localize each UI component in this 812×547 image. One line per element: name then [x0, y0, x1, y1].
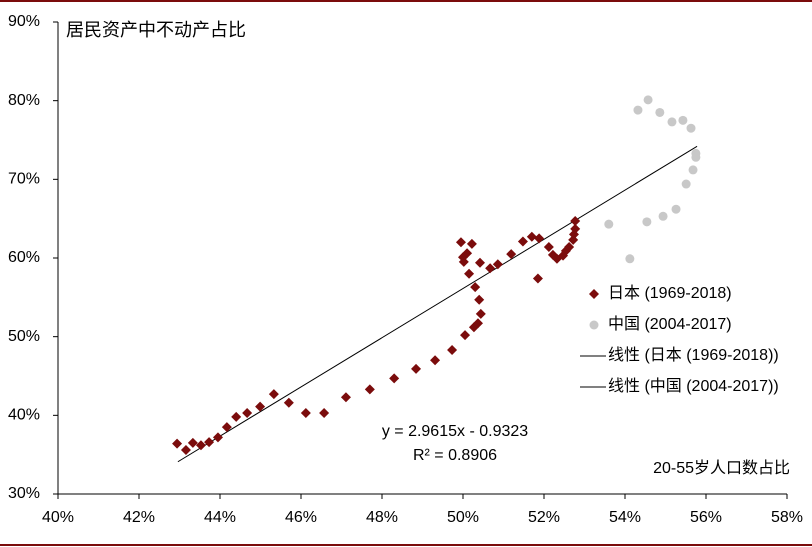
- point: [470, 282, 481, 293]
- equation: y = 2.9615x - 0.9323: [382, 423, 528, 440]
- point: [691, 148, 701, 158]
- point: [340, 392, 351, 403]
- x-tick-label: 46%: [285, 509, 317, 526]
- point: [642, 217, 652, 227]
- point: [231, 411, 242, 422]
- point: [643, 95, 653, 105]
- point: [492, 259, 503, 270]
- point: [195, 440, 206, 451]
- y-tick-label: 30%: [8, 485, 40, 502]
- y-tick-label: 40%: [8, 407, 40, 424]
- point: [172, 438, 183, 449]
- point: [655, 107, 665, 117]
- point: [458, 252, 468, 263]
- point: [570, 223, 581, 234]
- point: [187, 437, 198, 448]
- r-squared: R² = 0.8906: [413, 447, 497, 464]
- trendline: [177, 145, 698, 463]
- legend-marker: [589, 320, 599, 330]
- point: [688, 165, 698, 175]
- y-tick-label: 60%: [8, 249, 40, 266]
- legend-label: 日本 (1969-2018): [608, 284, 732, 302]
- point: [534, 233, 545, 244]
- point: [255, 401, 266, 412]
- x-tick-label: 50%: [447, 509, 479, 526]
- y-tick-label: 70%: [8, 171, 40, 188]
- point: [411, 363, 422, 374]
- point: [300, 407, 311, 418]
- point: [268, 389, 279, 400]
- x-tick-label: 40%: [42, 509, 74, 526]
- point: [447, 345, 458, 356]
- x-tick-label: 48%: [366, 509, 398, 526]
- x-tick-label: 54%: [609, 509, 641, 526]
- point: [204, 437, 215, 448]
- point: [681, 179, 691, 189]
- point: [506, 249, 517, 260]
- point: [543, 241, 554, 252]
- point: [462, 248, 473, 259]
- point: [667, 117, 677, 127]
- point: [475, 308, 486, 319]
- point: [517, 236, 528, 247]
- x-tick-label: 52%: [528, 509, 560, 526]
- point: [570, 216, 581, 227]
- point: [466, 238, 477, 249]
- x-axis-label: 20-55岁人口数占比: [653, 459, 790, 477]
- point: [464, 268, 475, 279]
- legend-marker: [589, 289, 599, 299]
- point: [686, 123, 696, 133]
- point: [671, 204, 681, 214]
- point: [430, 355, 441, 366]
- point: [221, 422, 232, 433]
- x-tick-label: 56%: [690, 509, 722, 526]
- point: [658, 211, 668, 221]
- point: [283, 397, 294, 408]
- point: [633, 105, 643, 115]
- legend-label: 线性 (中国 (2004-2017)): [608, 377, 779, 395]
- x-tick-label: 44%: [204, 509, 236, 526]
- point: [532, 273, 543, 284]
- y-tick-label: 50%: [8, 328, 40, 345]
- point: [564, 241, 575, 252]
- x-tick-label: 58%: [771, 509, 803, 526]
- point: [485, 263, 496, 274]
- point: [460, 330, 471, 341]
- point: [474, 294, 485, 305]
- y-tick-label: 90%: [8, 13, 40, 30]
- point: [389, 373, 400, 384]
- point: [625, 254, 635, 264]
- point: [212, 432, 223, 443]
- x-tick-label: 42%: [123, 509, 155, 526]
- point: [180, 444, 191, 455]
- y-tick-label: 80%: [8, 92, 40, 109]
- point: [455, 237, 466, 248]
- point: [319, 407, 330, 418]
- point: [472, 318, 483, 329]
- legend-label: 中国 (2004-2017): [608, 315, 732, 333]
- legend-label: 线性 (日本 (1969-2018)): [608, 346, 779, 364]
- point: [364, 384, 375, 395]
- point: [604, 219, 614, 229]
- point: [475, 257, 486, 268]
- chart-title: 居民资产中不动产占比: [66, 20, 246, 40]
- point: [526, 231, 537, 242]
- point: [242, 407, 253, 418]
- point: [551, 253, 562, 264]
- point: [678, 115, 688, 125]
